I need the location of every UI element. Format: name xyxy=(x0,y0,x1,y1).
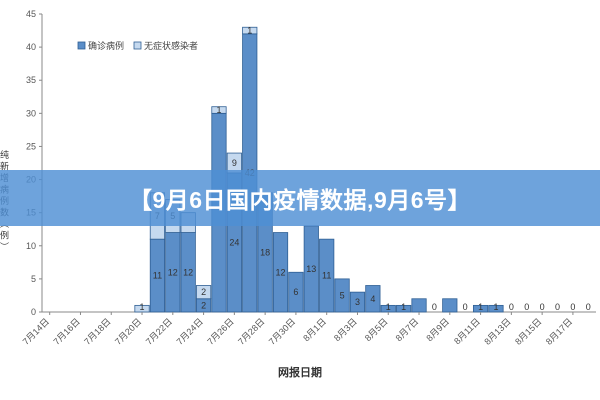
bar-confirmed xyxy=(411,298,427,313)
legend-swatch xyxy=(133,41,142,50)
legend-swatch xyxy=(77,41,86,50)
x-tick-label: 8月1日 xyxy=(301,316,328,343)
x-tick-label: 7月22日 xyxy=(144,316,174,346)
bar-value-label: 0 xyxy=(463,302,468,312)
bar-asymptomatic xyxy=(211,106,227,114)
x-tick-label: 7月14日 xyxy=(21,316,51,346)
x-tick-label: 7月30日 xyxy=(267,316,297,346)
bar-value-label: 1 xyxy=(478,302,483,312)
bar-value-label: 0 xyxy=(586,302,591,312)
bar-value-label: 0 xyxy=(432,302,437,312)
x-tick-label: 8月3日 xyxy=(332,316,359,343)
bar-value-label: 0 xyxy=(555,302,560,312)
x-tick-label: 8月13日 xyxy=(482,316,512,346)
bar-value-label: 11 xyxy=(322,271,331,281)
y-tick-label: 45 xyxy=(26,9,36,19)
bar-value-label: 12 xyxy=(276,267,286,277)
bar-confirmed xyxy=(272,232,289,313)
bar-confirmed xyxy=(442,298,458,313)
bar-value-label: 0 xyxy=(540,302,545,312)
legend-label: 确诊病例 xyxy=(88,40,124,51)
x-tick-label: 7月18日 xyxy=(82,316,112,346)
bar-value-label: 12 xyxy=(183,267,193,277)
bar-value-label: 1 xyxy=(493,302,498,312)
x-tick-label: 7月26日 xyxy=(205,316,235,346)
bar-value-label: 6 xyxy=(293,287,298,297)
bar-value-label: 24 xyxy=(229,237,239,247)
x-tick-label: 7月24日 xyxy=(175,316,205,346)
x-tick-label: 8月9日 xyxy=(424,316,451,343)
x-tick-label: 8月15日 xyxy=(513,316,543,346)
y-tick-label: 30 xyxy=(26,108,36,118)
bar-value-label: 1 xyxy=(401,302,406,312)
bar-value-label: 13 xyxy=(306,264,316,274)
headline-banner: 【9月6日国内疫情数据,9月6号】 xyxy=(0,170,600,226)
bar-confirmed xyxy=(365,285,381,313)
bar-value-label: 0 xyxy=(570,302,575,312)
x-tick-label: 8月5日 xyxy=(363,316,390,343)
bar-value-label: 2 xyxy=(201,300,206,310)
x-axis-title: 网报日期 xyxy=(278,367,322,379)
bar-top-label: 1 xyxy=(216,105,221,115)
y-tick-label: 10 xyxy=(26,241,36,251)
legend-label: 无症状感染者 xyxy=(144,40,198,51)
bar-value-label: 1 xyxy=(140,302,145,312)
bar-value-label: 1 xyxy=(386,302,391,312)
headline-text: 【9月6日国内疫情数据,9月6号】 xyxy=(128,187,472,213)
bar-top-label: 9 xyxy=(232,158,237,168)
bar-value-label: 5 xyxy=(340,290,345,300)
bar-top-label: 2 xyxy=(201,287,206,297)
bar-confirmed xyxy=(488,304,504,313)
y-tick-label: 5 xyxy=(31,274,36,284)
bar-value-label: 11 xyxy=(153,271,162,281)
x-tick-label: 8月17日 xyxy=(544,316,574,346)
bar-asymptomatic xyxy=(195,285,212,300)
x-tick-label: 7月28日 xyxy=(236,316,266,346)
y-tick-label: 0 xyxy=(31,307,36,317)
bar-value-label: 0 xyxy=(524,302,529,312)
bar-asymptomatic xyxy=(242,26,258,35)
x-tick-label: 8月7日 xyxy=(394,316,421,343)
bar-top-label: 1 xyxy=(247,26,252,36)
bar-confirmed xyxy=(396,304,412,313)
bar-value-label: 18 xyxy=(260,247,270,257)
bar-value-label: 12 xyxy=(168,267,178,277)
y-tick-label: 40 xyxy=(26,42,36,52)
x-tick-label: 8月11日 xyxy=(452,316,482,346)
x-tick-label: 7月16日 xyxy=(51,316,81,346)
bar-value-label: 3 xyxy=(355,297,360,307)
bar-value-label: 0 xyxy=(509,302,514,312)
bar-confirmed xyxy=(334,278,350,313)
y-tick-label: 25 xyxy=(26,141,36,151)
bar-value-label: 4 xyxy=(370,294,375,304)
x-tick-label: 7月20日 xyxy=(113,316,143,346)
y-tick-label: 35 xyxy=(26,75,36,85)
